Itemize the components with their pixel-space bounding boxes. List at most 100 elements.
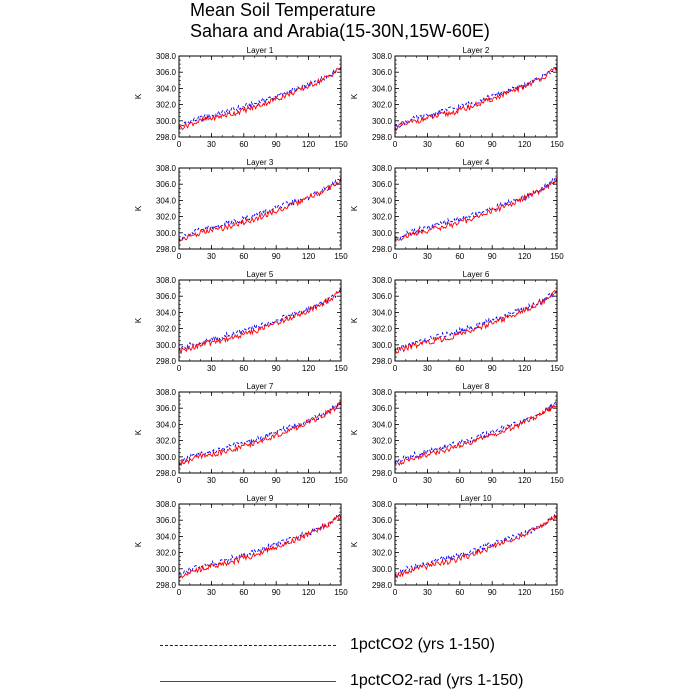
y-tick-label: 308.0: [372, 164, 393, 173]
y-axis-label: K: [350, 317, 359, 323]
x-tick-label: 60: [455, 140, 464, 149]
y-tick-label: 298.0: [156, 245, 177, 254]
y-tick-label: 300.0: [156, 229, 177, 238]
plot-frame: [178, 167, 342, 250]
plot-frame: [394, 503, 558, 586]
x-tick-label: 150: [334, 476, 348, 485]
series-line-1pctco2: [178, 176, 342, 242]
y-tick-label: 304.0: [372, 308, 393, 317]
panel-title: Layer 6: [463, 270, 490, 279]
series-line-1pctco2: [394, 63, 558, 128]
y-axis-label: K: [350, 93, 359, 99]
x-tick-label: 150: [334, 588, 348, 597]
y-axis-label: K: [134, 429, 143, 435]
y-tick-label: 304.0: [372, 196, 393, 205]
y-tick-label: 300.0: [156, 341, 177, 350]
y-tick-label: 306.0: [372, 180, 393, 189]
y-tick-label: 304.0: [372, 84, 393, 93]
x-tick-label: 120: [302, 140, 316, 149]
y-tick-label: 302.0: [156, 325, 177, 334]
y-tick-label: 298.0: [372, 469, 393, 478]
x-tick-label: 0: [177, 364, 182, 373]
plot-frame: [394, 279, 558, 362]
panel-title: Layer 4: [463, 158, 490, 167]
y-tick-label: 300.0: [372, 565, 393, 574]
x-tick-label: 150: [334, 140, 348, 149]
y-tick-label: 300.0: [156, 453, 177, 462]
y-tick-label: 298.0: [156, 133, 177, 142]
y-tick-label: 300.0: [372, 453, 393, 462]
series-line-1pctco2-rad: [394, 513, 558, 580]
series-line-1pctco2-rad: [394, 290, 558, 354]
y-axis-label: K: [134, 93, 143, 99]
plot-frame: [394, 167, 558, 250]
series-line-1pctco2-rad: [178, 66, 342, 131]
x-tick-label: 90: [272, 476, 281, 485]
x-tick-label: 90: [272, 140, 281, 149]
x-tick-label: 150: [550, 476, 564, 485]
x-tick-label: 60: [455, 252, 464, 261]
panel-title: Layer 1: [247, 46, 274, 55]
series-line-1pctco2-rad: [178, 514, 342, 579]
y-tick-label: 306.0: [156, 404, 177, 413]
y-axis-label: K: [134, 541, 143, 547]
y-tick-label: 300.0: [372, 341, 393, 350]
series-line-1pctco2: [394, 177, 558, 240]
panel-title: Layer 2: [463, 46, 490, 55]
x-tick-label: 120: [518, 364, 532, 373]
x-tick-label: 60: [239, 364, 248, 373]
x-tick-label: 150: [550, 588, 564, 597]
legend-swatch-dashed: [160, 645, 336, 646]
legend-label-1pctco2-rad: 1pctCO2-rad (yrs 1-150): [350, 672, 524, 689]
series-line-1pctco2: [394, 290, 558, 352]
series-line-1pctco2: [178, 513, 342, 575]
y-tick-label: 302.0: [372, 325, 393, 334]
y-tick-label: 308.0: [156, 276, 177, 285]
y-tick-label: 300.0: [372, 117, 393, 126]
x-tick-label: 120: [518, 476, 532, 485]
x-tick-label: 0: [393, 588, 398, 597]
x-tick-label: 60: [239, 476, 248, 485]
x-tick-label: 30: [423, 588, 432, 597]
panel-title: Layer 5: [247, 270, 274, 279]
y-tick-label: 306.0: [156, 68, 177, 77]
x-tick-label: 30: [207, 252, 216, 261]
plot-frame: [394, 55, 558, 138]
x-tick-label: 90: [488, 252, 497, 261]
x-tick-label: 0: [393, 476, 398, 485]
series-line-1pctco2-rad: [394, 403, 558, 466]
x-tick-label: 30: [207, 476, 216, 485]
series-line-1pctco2-rad: [394, 176, 558, 242]
x-tick-label: 0: [177, 588, 182, 597]
y-tick-label: 308.0: [156, 52, 177, 61]
x-tick-label: 30: [423, 364, 432, 373]
y-tick-label: 304.0: [156, 84, 177, 93]
y-tick-label: 304.0: [156, 532, 177, 541]
panel-title: Layer 3: [247, 158, 274, 167]
y-tick-label: 306.0: [372, 516, 393, 525]
x-tick-label: 0: [393, 252, 398, 261]
panel-title: Layer 10: [460, 494, 492, 503]
legend-swatch-solid: [160, 681, 336, 682]
x-tick-label: 150: [550, 140, 564, 149]
y-axis-label: K: [134, 205, 143, 211]
y-tick-label: 306.0: [372, 68, 393, 77]
y-tick-label: 308.0: [372, 276, 393, 285]
y-tick-label: 306.0: [372, 404, 393, 413]
x-tick-label: 60: [455, 476, 464, 485]
y-tick-label: 306.0: [156, 180, 177, 189]
x-tick-label: 120: [302, 364, 316, 373]
x-tick-label: 90: [488, 476, 497, 485]
y-tick-label: 302.0: [372, 437, 393, 446]
x-tick-label: 120: [302, 588, 316, 597]
series-line-1pctco2-rad: [178, 176, 342, 241]
x-tick-label: 60: [455, 588, 464, 597]
x-tick-label: 30: [207, 588, 216, 597]
x-tick-label: 0: [393, 140, 398, 149]
title-line-1: Mean Soil Temperature: [190, 0, 376, 20]
y-tick-label: 302.0: [156, 437, 177, 446]
y-tick-label: 306.0: [156, 516, 177, 525]
x-tick-label: 60: [239, 252, 248, 261]
x-tick-label: 0: [177, 252, 182, 261]
title-line-2: Sahara and Arabia(15-30N,15W-60E): [190, 21, 490, 41]
